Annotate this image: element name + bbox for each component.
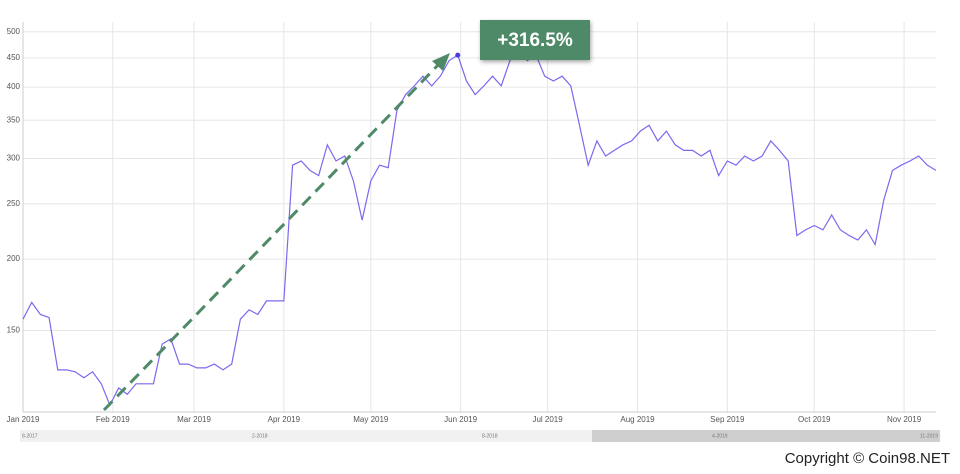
- navigator-label: 2-2018: [252, 433, 268, 439]
- navigator-label: 8-2017: [22, 433, 38, 439]
- navigator-label: 11-2019: [920, 433, 938, 439]
- x-tick-label: Feb 2019: [96, 415, 130, 424]
- x-tick-label: May 2019: [353, 415, 389, 424]
- x-tick-label: Oct 2019: [798, 415, 831, 424]
- y-tick-label: 350: [7, 115, 21, 124]
- price-line: [22, 49, 937, 407]
- x-tick-label: Mar 2019: [177, 415, 211, 424]
- x-tick-label: Nov 2019: [887, 415, 922, 424]
- x-tick-label: Apr 2019: [268, 415, 301, 424]
- navigator-label: 4-2019: [712, 433, 728, 439]
- y-tick-label: 250: [7, 199, 21, 208]
- y-tick-label: 150: [7, 326, 21, 335]
- navigator-label: 8-2018: [482, 433, 498, 439]
- copyright: Copyright © Coin98.NET: [785, 450, 950, 467]
- arrow-head: [432, 53, 450, 71]
- y-tick-label: 200: [7, 254, 21, 263]
- x-tick-label: Aug 2019: [620, 415, 655, 424]
- peak-point: [455, 52, 461, 58]
- y-tick-label: 450: [7, 53, 21, 62]
- y-tick-label: 300: [7, 154, 21, 163]
- x-tick-label: Jun 2019: [444, 415, 477, 424]
- navigator-range: [592, 430, 940, 442]
- x-tick-label: Jul 2019: [532, 415, 563, 424]
- annotation-box: [480, 20, 590, 60]
- annotation: +316.5%: [497, 30, 573, 51]
- x-tick-label: Jan 2019: [7, 415, 40, 424]
- y-tick-label: 500: [7, 27, 21, 36]
- y-tick-label: 400: [7, 82, 21, 91]
- x-tick-label: Sep 2019: [710, 415, 745, 424]
- trend-arrow: [102, 61, 442, 412]
